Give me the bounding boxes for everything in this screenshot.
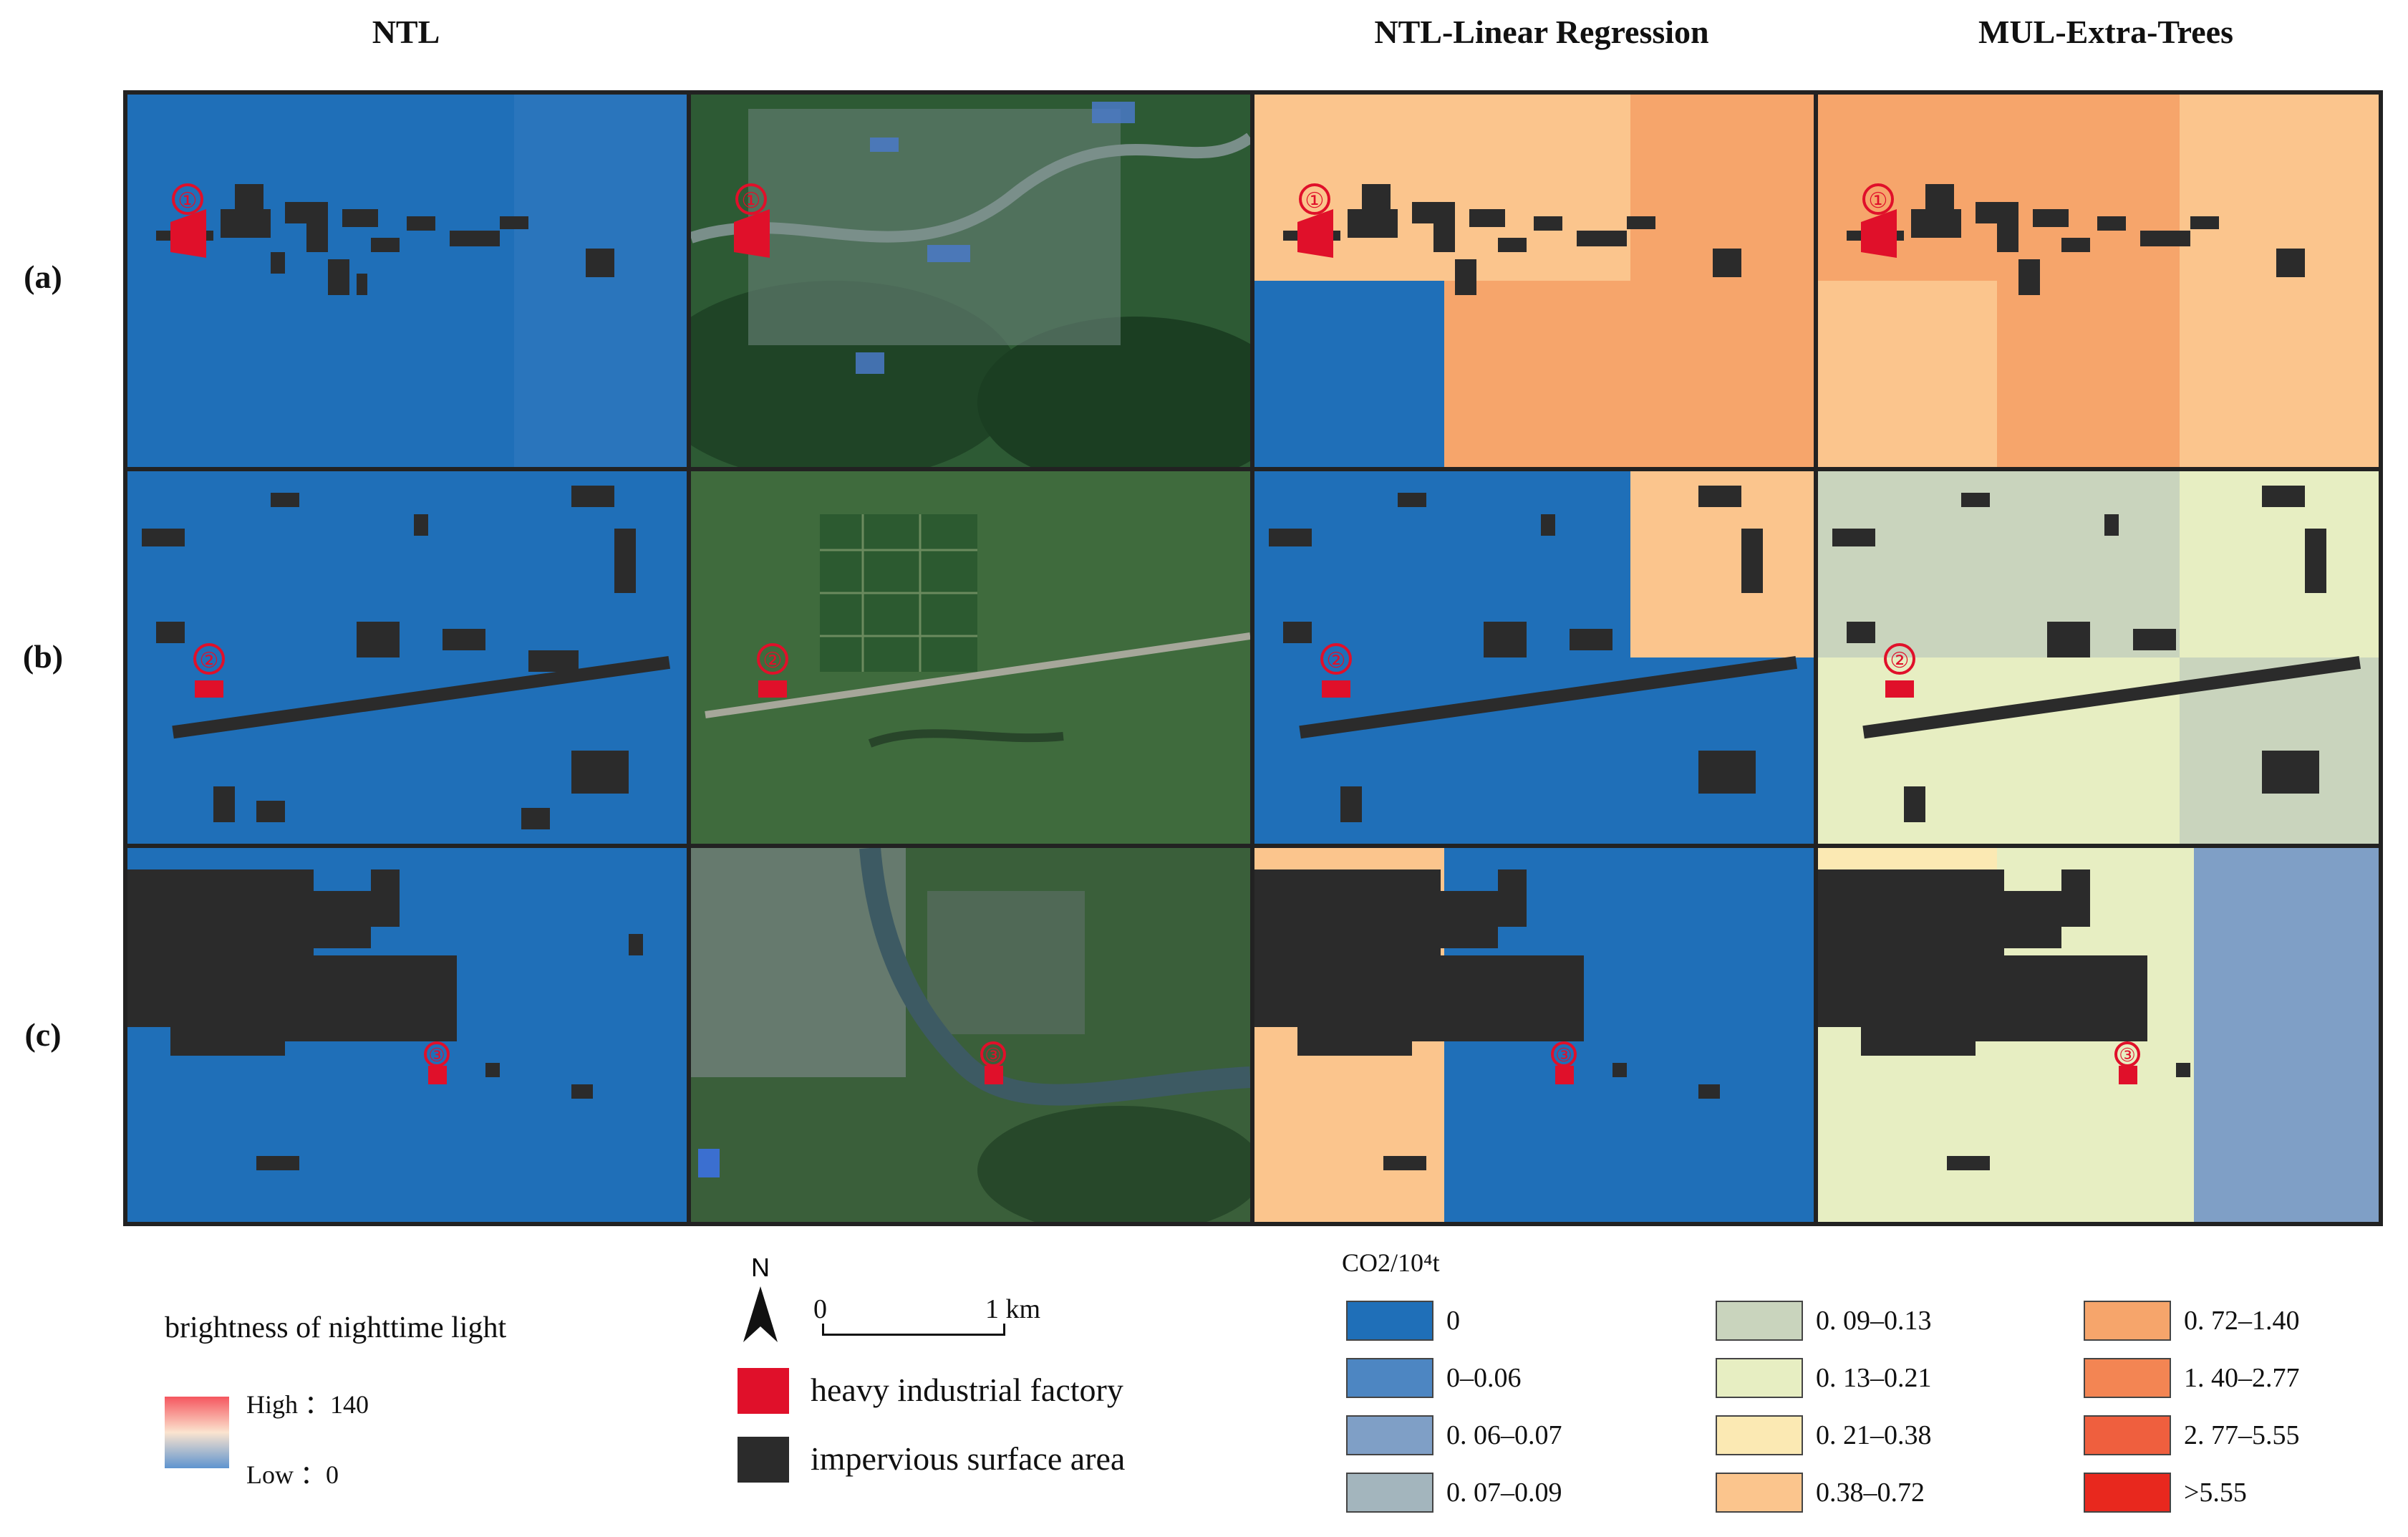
ntl-legend-low: Low ：0 xyxy=(246,1460,339,1489)
svg-text:②: ② xyxy=(1327,649,1346,673)
marker-3: ③ xyxy=(428,1045,445,1066)
co2-class-swatch xyxy=(1346,1301,1433,1341)
ntl-legend-high: High ：140 xyxy=(246,1390,369,1419)
panel-c-ntl: ③ xyxy=(127,848,687,1222)
marker-1: ① xyxy=(178,189,198,213)
panel-c-linear-regression: ③ xyxy=(1254,848,1814,1222)
scale-start-label: 0 xyxy=(813,1294,827,1324)
scale-end-label: 1 km xyxy=(985,1294,1041,1324)
co2-legend-title: CO2/10⁴t xyxy=(1342,1248,1440,1277)
north-label: N xyxy=(751,1253,770,1282)
column-header-ntl: NTL xyxy=(372,14,440,50)
north-arrow-icon: N xyxy=(738,1252,783,1345)
co2-class-label: 0. 13–0.21 xyxy=(1816,1363,1932,1393)
co2-class-swatch xyxy=(1716,1473,1803,1513)
panel-a-linear-regression: ① xyxy=(1254,95,1814,467)
co2-class-label: 0. 21–0.38 xyxy=(1816,1420,1932,1450)
panel-a-ntl: ① xyxy=(127,95,687,467)
co2-class-swatch xyxy=(1716,1415,1803,1455)
co2-class-swatch xyxy=(1716,1301,1803,1341)
co2-class-label: 0 xyxy=(1446,1306,1460,1336)
svg-text:③: ③ xyxy=(985,1045,1001,1066)
row-label-a: (a) xyxy=(24,259,62,295)
svg-text:③: ③ xyxy=(2119,1045,2135,1066)
panel-b-ntl: ② xyxy=(127,471,687,844)
map-panel-grid: ① ① xyxy=(123,90,2383,1226)
panel-b-extra-trees: ② xyxy=(1818,471,2379,844)
co2-class-swatch xyxy=(1346,1358,1433,1398)
panel-c-satellite: ③ xyxy=(691,848,1250,1222)
co2-class-label: 0.38–0.72 xyxy=(1816,1478,1925,1508)
svg-text:①: ① xyxy=(1305,189,1325,213)
co2-class-swatch xyxy=(2084,1415,2171,1455)
svg-text:①: ① xyxy=(1869,189,1888,213)
factory-swatch xyxy=(738,1368,789,1414)
co2-class-swatch xyxy=(1716,1358,1803,1398)
co2-class-label: >5.55 xyxy=(2184,1478,2247,1508)
co2-class-swatch xyxy=(2084,1301,2171,1341)
marker-2: ② xyxy=(200,649,219,673)
factory-label: heavy industrial factory xyxy=(811,1372,1123,1408)
ntl-legend-title: brightness of nighttime light xyxy=(165,1311,507,1344)
co2-class-label: 0. 09–0.13 xyxy=(1816,1306,1932,1336)
column-header-ntl-linear-regression: NTL-Linear Regression xyxy=(1374,14,1709,50)
column-header-mul-extra-trees: MUL-Extra-Trees xyxy=(1978,14,2233,50)
svg-text:③: ③ xyxy=(1555,1045,1572,1066)
panel-b-satellite: ② xyxy=(691,471,1250,844)
panel-c-extra-trees: ③ xyxy=(1818,848,2379,1222)
co2-class-label: 0. 72–1.40 xyxy=(2184,1306,2300,1336)
panel-a-extra-trees: ① xyxy=(1818,95,2379,467)
svg-text:①: ① xyxy=(742,189,761,213)
panel-b-linear-regression: ② xyxy=(1254,471,1814,844)
row-label-c: (c) xyxy=(24,1016,62,1053)
co2-class-label: 2. 77–5.55 xyxy=(2184,1420,2300,1450)
co2-class-label: 1. 40–2.77 xyxy=(2184,1363,2300,1393)
ntl-gradient-bar xyxy=(165,1397,229,1468)
co2-class-label: 0. 07–0.09 xyxy=(1446,1478,1562,1508)
impervious-label: impervious surface area xyxy=(811,1440,1126,1477)
svg-text:②: ② xyxy=(1890,649,1910,673)
scale-bar xyxy=(822,1324,1005,1336)
panel-a-satellite: ① xyxy=(691,95,1250,467)
co2-class-label: 0. 06–0.07 xyxy=(1446,1420,1562,1450)
svg-text:②: ② xyxy=(763,649,783,673)
co2-class-swatch xyxy=(1346,1415,1433,1455)
co2-class-swatch xyxy=(2084,1473,2171,1513)
impervious-swatch xyxy=(738,1437,789,1483)
co2-class-label: 0–0.06 xyxy=(1446,1363,1522,1393)
co2-class-swatch xyxy=(1346,1473,1433,1513)
co2-class-swatch xyxy=(2084,1358,2171,1398)
row-label-b: (b) xyxy=(22,638,64,675)
